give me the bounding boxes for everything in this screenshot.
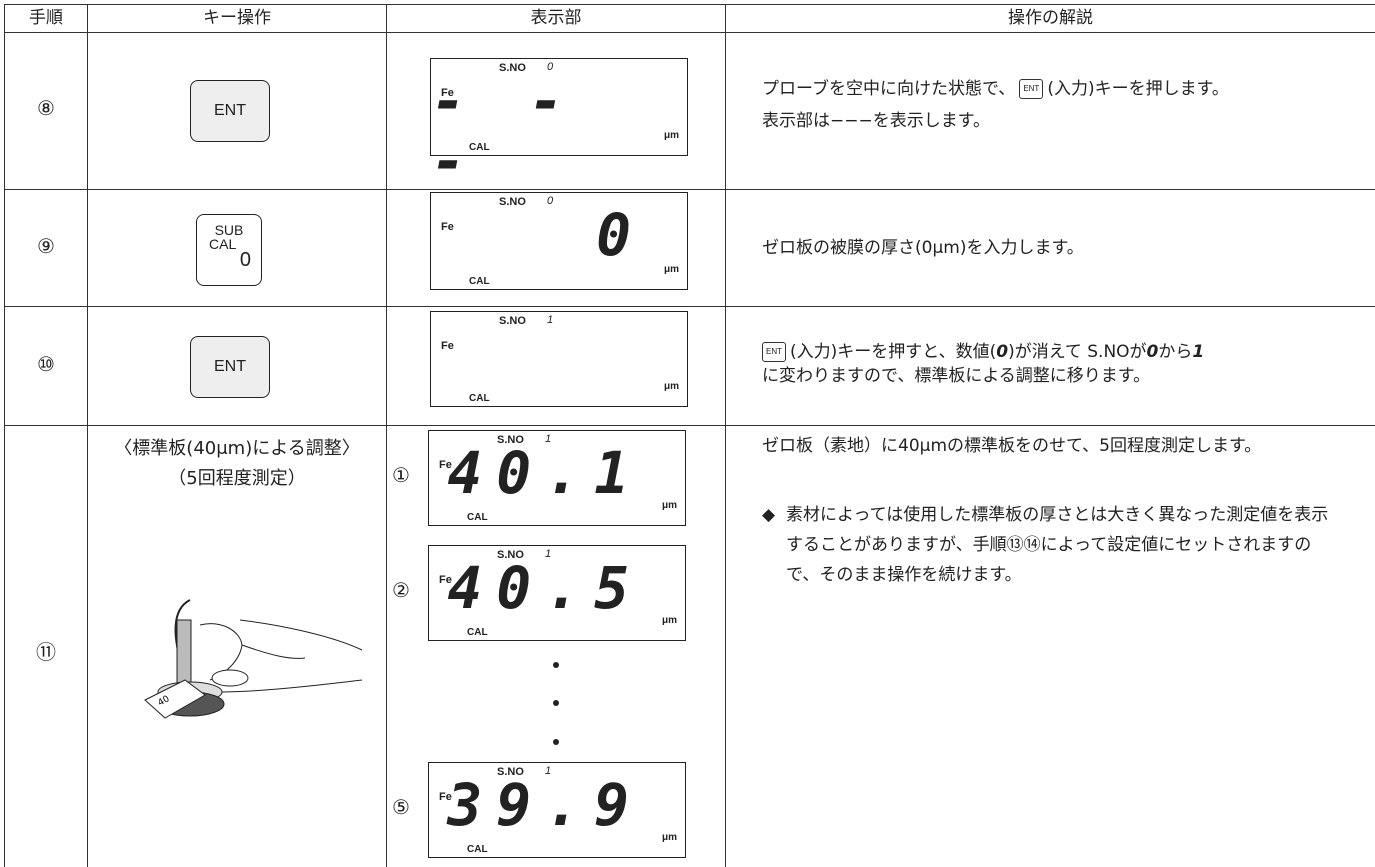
value: 40.5 <box>447 554 643 622</box>
text: から <box>1158 342 1193 362</box>
rule <box>725 4 726 867</box>
key-ent: ENT <box>190 80 270 142</box>
cal-label: CAL <box>467 512 488 523</box>
fe-label: Fe <box>439 459 452 471</box>
unit: μm <box>663 381 679 392</box>
cal-label: CAL <box>469 393 490 404</box>
header: 表示部 <box>530 8 582 28</box>
key-text: CAL <box>209 236 237 252</box>
key-text: SUB <box>214 222 244 238</box>
s-no-label: S.NO <box>499 62 526 74</box>
s-no-label: S.NO <box>497 549 524 561</box>
note-text: 素材によっては使用した標準板の厚さとは大きく異なった測定値を表示することがありま… <box>786 505 1329 585</box>
s-no-label: S.NO <box>499 196 526 208</box>
line: ENT (入力)キーを押すと、数値(0)が消えて S.NOが0から1 <box>762 340 1374 364</box>
value: 40.1 <box>447 439 643 507</box>
value: 39.9 <box>447 771 643 839</box>
illustration: 40 <box>144 599 363 719</box>
fe-label: Fe <box>441 340 454 352</box>
cal-label: CAL <box>467 844 488 855</box>
rule <box>4 306 1375 307</box>
s-no-label: S.NO <box>497 434 524 446</box>
digit: 0 <box>1146 342 1159 362</box>
unit: μm <box>661 500 677 511</box>
key-icon: ENT <box>1019 79 1044 99</box>
rule <box>4 425 1375 426</box>
s-no: 1 <box>545 433 552 445</box>
line: 表示部は−−−を表示します。 <box>762 111 991 131</box>
s-no: 1 <box>545 765 552 777</box>
s-no: 0 <box>547 61 554 73</box>
rule <box>4 4 5 867</box>
s-no-label: S.NO <box>499 315 526 327</box>
marker: ① <box>392 463 410 487</box>
rule <box>386 4 387 867</box>
lcd-display: S.NO 1 Fe 40.1 μm CAL <box>428 430 686 526</box>
key-caption: 〈標準板(40μm)による調整〉 （5回程度測定） <box>88 434 386 494</box>
note: ◆ 素材によっては使用した標準板の厚さとは大きく異なった測定値を表示することがあ… <box>762 500 1362 590</box>
description: ENT (入力)キーを押すと、数値(0)が消えて S.NOが0から1 に変わります… <box>762 340 1374 388</box>
unit: μm <box>661 832 677 843</box>
rule <box>4 189 1375 190</box>
s-no: 0 <box>547 195 554 207</box>
fe-label: Fe <box>439 791 452 803</box>
lcd-display: S.NO 0 Fe - - - μm CAL <box>430 58 688 191</box>
key-text: 0 <box>239 249 251 271</box>
text: (入力)キーを押します。 <box>1047 79 1229 99</box>
dot <box>553 662 559 668</box>
fe-label: Fe <box>441 87 454 99</box>
caption: 〈標準板(40μm)による調整〉 <box>114 438 360 459</box>
lcd-display: S.NO 1 Fe 40.5 μm CAL <box>428 545 686 641</box>
s-no-label: S.NO <box>497 766 524 778</box>
digit: 1 <box>1192 342 1205 362</box>
header: キー操作 <box>203 8 271 28</box>
line: プローブを空中に向けた状態で、 ENT (入力)キーを押します。 <box>762 76 1362 102</box>
description: ゼロ板（素地）に40μmの標準板をのせて、5回程度測定します。 <box>762 436 1262 456</box>
header: 操作の解説 <box>1008 8 1093 28</box>
unit: μm <box>663 130 679 141</box>
description: プローブを空中に向けた状態で、 ENT (入力)キーを押します。 表示部は−−−を表… <box>762 76 1362 134</box>
description: ゼロ板の被膜の厚さ(0μm)を入力します。 <box>762 238 1084 258</box>
value: - - - <box>431 67 578 195</box>
marker: ⑤ <box>392 795 410 819</box>
unit: μm <box>661 615 677 626</box>
step: ⑨ <box>37 234 55 258</box>
s-no: 1 <box>547 314 554 326</box>
text: )が消えて S.NOが <box>1008 342 1147 362</box>
lcd-display: S.NO 0 Fe 0 μm CAL <box>430 192 688 290</box>
step: ⑪ <box>36 640 56 664</box>
step: ⑩ <box>37 352 55 376</box>
fe-label: Fe <box>441 221 454 233</box>
caption: （5回程度測定） <box>168 468 306 489</box>
step: ⑧ <box>37 96 55 120</box>
cal-label: CAL <box>469 276 490 287</box>
cal-label: CAL <box>469 142 490 153</box>
s-no: 1 <box>545 548 552 560</box>
key-ent: ENT <box>190 336 270 398</box>
lcd-display: S.NO 1 Fe μm CAL <box>430 311 688 407</box>
digit: 0 <box>996 342 1009 362</box>
text: (入力)キーを押すと、数値( <box>790 342 997 362</box>
value: 0 <box>596 201 645 269</box>
key-icon: ENT <box>762 342 786 362</box>
lcd-display: S.NO 1 Fe 39.9 μm CAL <box>428 762 686 858</box>
key-sub-cal: SUB CAL 0 <box>196 214 262 286</box>
marker: ② <box>392 578 410 602</box>
dot <box>553 700 559 706</box>
rule <box>4 4 1375 5</box>
rule <box>4 32 1375 33</box>
unit: μm <box>663 264 679 275</box>
cal-label: CAL <box>467 627 488 638</box>
dot <box>553 739 559 745</box>
line: に変わりますので、標準板による調整に移ります。 <box>762 366 1151 386</box>
fe-label: Fe <box>439 574 452 586</box>
text: プローブを空中に向けた状態で、 <box>762 79 1016 99</box>
rule <box>87 4 88 867</box>
note-mark: ◆ <box>762 505 776 525</box>
header: 手順 <box>29 8 63 28</box>
